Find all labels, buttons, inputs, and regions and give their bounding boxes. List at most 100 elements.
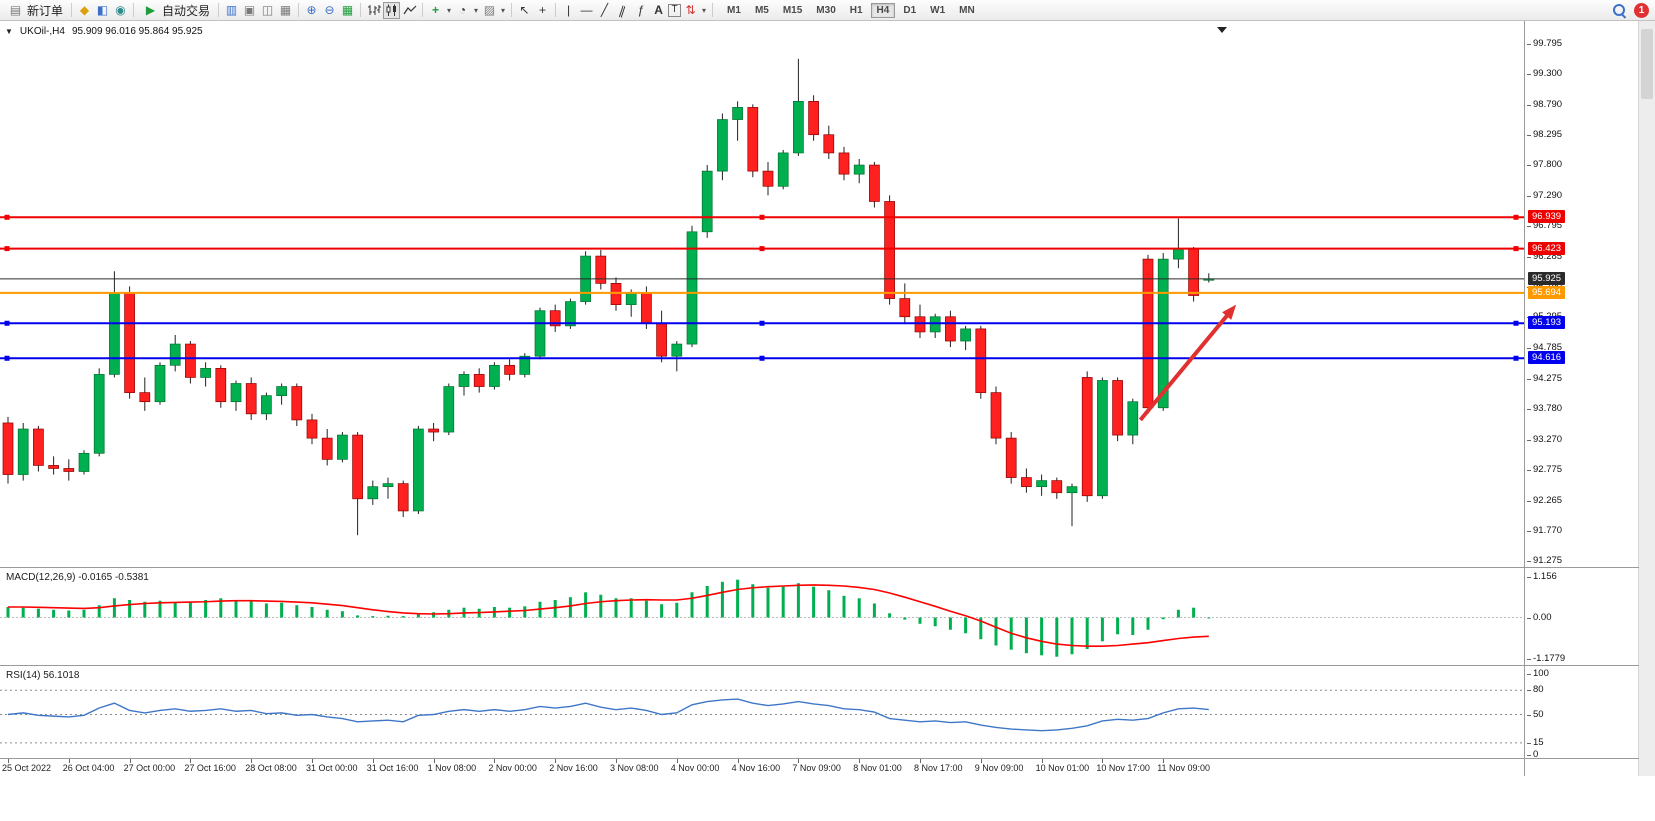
channel-icon[interactable]: ∥: [617, 2, 628, 18]
macd-histogram-bar: [1131, 617, 1135, 635]
rsi-canvas[interactable]: [0, 666, 1524, 758]
rsi-axis-label: 80: [1527, 684, 1544, 696]
line-handle[interactable]: [4, 214, 10, 220]
line-handle[interactable]: [4, 355, 10, 361]
grid-icon[interactable]: ▦: [341, 3, 354, 17]
main-chart-canvas[interactable]: [0, 21, 1524, 567]
candle: [1157, 253, 1169, 411]
candle: [1097, 377, 1108, 499]
line-handle[interactable]: [1513, 214, 1519, 220]
scrollbar-thumb[interactable]: [1641, 29, 1653, 99]
chart-shift-marker[interactable]: [1217, 27, 1227, 33]
arrows-icon[interactable]: ⇅: [685, 3, 696, 17]
macd-histogram-bar: [796, 583, 800, 618]
candlestick-chart-icon[interactable]: [383, 1, 401, 19]
time-axis-label: 2 Nov 16:00: [549, 763, 598, 773]
horizontal-line-icon[interactable]: —: [580, 3, 593, 17]
one-click-trading-icon[interactable]: ▼: [5, 27, 13, 36]
panel-separator[interactable]: [0, 567, 1639, 568]
line-handle[interactable]: [4, 246, 10, 252]
candle: [929, 313, 941, 338]
horizontal-line-96.423[interactable]: [0, 246, 1524, 252]
crosshair-icon[interactable]: +: [539, 3, 547, 17]
timeframe-D1[interactable]: D1: [903, 4, 917, 16]
new-order-button[interactable]: ▤ 新订单: [3, 1, 67, 19]
macd-histogram-bar: [994, 617, 998, 646]
cursor-icon[interactable]: ↖: [519, 3, 530, 17]
line-handle[interactable]: [4, 320, 10, 326]
templates-icon[interactable]: ▨: [483, 3, 496, 17]
timeframe-W1[interactable]: W1: [930, 4, 946, 16]
time-axis-label: 28 Oct 08:00: [245, 763, 297, 773]
trendline-icon[interactable]: ╱: [600, 3, 609, 17]
candle: [990, 386, 1002, 445]
timeframe-M5[interactable]: M5: [754, 4, 769, 16]
search-icon[interactable]: [1612, 3, 1627, 18]
text-icon[interactable]: A: [654, 3, 663, 17]
vertical-scrollbar[interactable]: [1638, 21, 1655, 776]
line-handle[interactable]: [759, 214, 765, 220]
periods-dropdown-icon[interactable]: ▾: [474, 5, 479, 15]
indicators-dropdown-icon[interactable]: ▾: [447, 5, 452, 15]
time-axis[interactable]: 25 Oct 2022 26 Oct 04:00 27 Oct 00:00 27 Oc…: [0, 759, 1524, 776]
cascade-windows-icon[interactable]: ◫: [261, 3, 274, 17]
toolbar-separator: [133, 3, 135, 17]
new-chart-icon[interactable]: ▥: [225, 3, 238, 17]
trend-arrow[interactable]: [1138, 304, 1237, 422]
macd-histogram-bar: [280, 602, 284, 618]
tile-windows-icon[interactable]: ▦: [279, 3, 292, 17]
zoom-out-icon[interactable]: ⊖: [324, 3, 335, 17]
auto-trading-button[interactable]: ▶ 自动交易: [138, 1, 214, 19]
time-tick: [859, 759, 861, 763]
data-window-icon[interactable]: ◧: [96, 3, 109, 17]
timeframe-H1[interactable]: H1: [849, 4, 863, 16]
macd-histogram-bar: [188, 601, 192, 618]
macd-histogram-bar: [599, 594, 603, 618]
candle: [914, 304, 926, 338]
timeframe-M15[interactable]: M15: [782, 4, 803, 16]
candle: [1021, 468, 1032, 493]
market-watch-icon[interactable]: ◆: [79, 3, 90, 17]
candle: [124, 286, 135, 399]
horizontal-line-96.939[interactable]: [0, 214, 1524, 220]
templates-dropdown-icon[interactable]: ▾: [501, 5, 506, 15]
line-handle[interactable]: [759, 355, 765, 361]
arrows-dropdown-icon[interactable]: ▾: [702, 5, 707, 15]
timeframe-MN[interactable]: MN: [959, 4, 975, 16]
auto-trading-icon: ▶: [145, 3, 156, 17]
price-axis-label: 97.800: [1526, 159, 1563, 171]
line-chart-icon[interactable]: [401, 2, 418, 19]
macd-histogram-bar: [325, 609, 329, 618]
profiles-icon[interactable]: ▣: [243, 3, 256, 17]
bar-chart-icon[interactable]: [365, 2, 382, 19]
line-handle[interactable]: [1513, 355, 1519, 361]
line-handle[interactable]: [759, 320, 765, 326]
vertical-line-icon[interactable]: |: [566, 3, 571, 17]
price-badge: 95.694: [1528, 285, 1566, 299]
periods-icon[interactable]: ◔: [458, 3, 467, 17]
fibonacci-icon[interactable]: ƒ: [637, 3, 644, 17]
line-handle[interactable]: [1513, 246, 1519, 252]
text-label-icon[interactable]: T: [668, 3, 682, 17]
line-handle[interactable]: [759, 246, 765, 252]
timeframe-M1[interactable]: M1: [727, 4, 741, 16]
line-handle[interactable]: [1513, 320, 1519, 326]
candle: [1173, 218, 1184, 269]
notification-badge[interactable]: 1: [1634, 2, 1649, 18]
candle: [489, 362, 500, 390]
timeframe-M30[interactable]: M30: [816, 4, 836, 16]
time-axis-label: 9 Nov 09:00: [974, 763, 1024, 773]
timeframe-H4[interactable]: H4: [870, 2, 896, 18]
panel-separator[interactable]: [0, 665, 1639, 666]
indicators-icon[interactable]: +: [432, 3, 440, 17]
price-axis[interactable]: 99.795 99.300 98.790 98.295 97.800 97.290 96.7…: [1524, 21, 1638, 776]
candle: [504, 359, 515, 381]
horizontal-line-95.193[interactable]: [0, 320, 1524, 326]
zoom-in-icon[interactable]: ⊕: [306, 3, 317, 17]
navigator-icon[interactable]: ◉: [115, 3, 126, 17]
macd-histogram-bar: [249, 600, 253, 618]
horizontal-line-94.616[interactable]: [0, 355, 1524, 361]
time-tick: [494, 759, 496, 763]
macd-histogram-bar: [401, 616, 405, 618]
macd-canvas[interactable]: [0, 568, 1524, 664]
